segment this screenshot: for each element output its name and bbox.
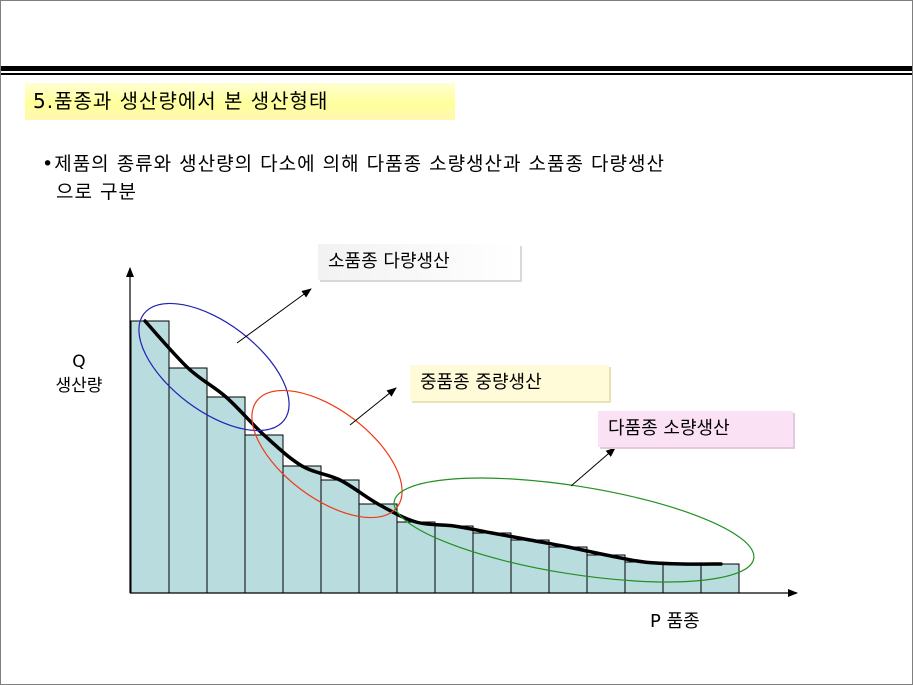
bar-4 bbox=[244, 434, 284, 594]
bullet-marker: • bbox=[42, 153, 55, 175]
bar-3 bbox=[206, 396, 246, 594]
label-small-variety: 소품종 다량생산 bbox=[318, 244, 520, 280]
bullet-line-1: 제품의 종류와 생산량의 다소에 의해 다품종 소량생산과 소품종 다량생산 bbox=[54, 153, 665, 175]
arrow-many-variety bbox=[570, 447, 616, 487]
slide-heading: 5.품종과 생산량에서 본 생산형태 bbox=[25, 83, 455, 120]
label-many-variety: 다품종 소량생산 bbox=[598, 411, 793, 447]
x-axis-label: P 품종 bbox=[650, 611, 700, 632]
ellipse-many-variety bbox=[393, 477, 755, 583]
trend-line bbox=[143, 319, 723, 566]
bullet-text: •제품의 종류와 생산량의 다소에 의해 다품종 소량생산과 소품종 다량생산 … bbox=[42, 150, 665, 206]
bar-14 bbox=[624, 561, 664, 594]
bar-12 bbox=[548, 546, 588, 594]
bars-layer bbox=[130, 320, 740, 594]
bar-6 bbox=[320, 479, 360, 594]
bar-9 bbox=[434, 525, 474, 594]
label-medium-variety: 중품종 중량생산 bbox=[410, 365, 609, 401]
bar-16 bbox=[700, 563, 740, 594]
y-axis-symbol: Q bbox=[72, 352, 86, 372]
bar-13 bbox=[586, 554, 626, 594]
ellipse-small-variety bbox=[138, 302, 290, 432]
arrow-medium-variety bbox=[349, 387, 397, 426]
bar-10 bbox=[472, 532, 512, 594]
y-axis-label: Q 생산량 bbox=[40, 350, 118, 398]
y-axis-text: 생산량 bbox=[55, 376, 103, 396]
arrow-small-variety bbox=[236, 288, 312, 344]
bar-5 bbox=[282, 465, 322, 594]
bullet-line-2: 으로 구분 bbox=[56, 181, 137, 203]
bar-15 bbox=[662, 563, 702, 594]
header-rule-thick bbox=[1, 66, 912, 71]
bar-2 bbox=[168, 367, 208, 594]
ellipse-medium-variety bbox=[251, 389, 403, 519]
header-rule-thin bbox=[1, 73, 912, 75]
bar-8 bbox=[396, 521, 436, 594]
bar-1 bbox=[130, 320, 170, 594]
